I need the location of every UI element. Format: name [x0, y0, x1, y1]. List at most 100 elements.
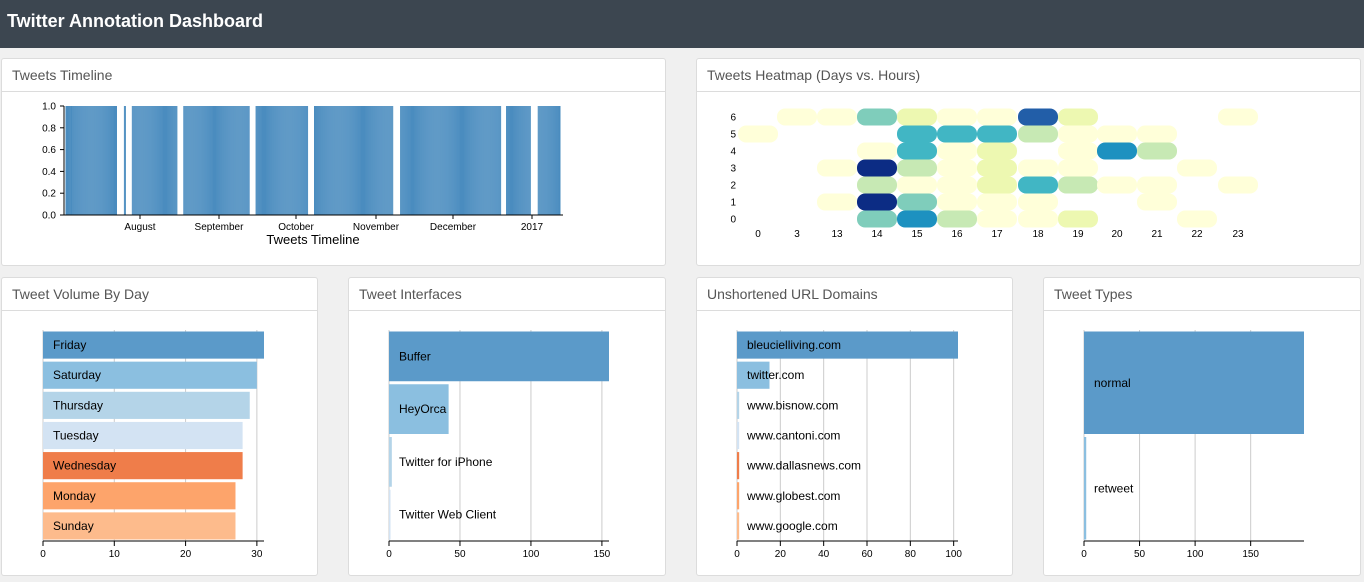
heatmap-cell: [977, 210, 1017, 228]
heatmap-x-label: 13: [831, 229, 843, 240]
domains-bar: [737, 482, 740, 510]
heatmap-cell: [937, 159, 977, 177]
heatmap-cell: [738, 125, 778, 143]
types-x-tick-label: 0: [1081, 549, 1087, 560]
types-x-tick-label: 50: [1134, 549, 1146, 560]
heatmap-y-label: 2: [730, 181, 736, 192]
interfaces-bar-label: HeyOrca: [399, 402, 447, 416]
heatmap-x-label: 14: [871, 229, 883, 240]
volume-x-tick-label: 30: [251, 549, 263, 560]
heatmap-cell: [1097, 176, 1137, 194]
interfaces-panel-title: Tweet Interfaces: [349, 278, 665, 311]
heatmap-cell: [977, 176, 1017, 194]
heatmap-cell: [1097, 125, 1137, 143]
heatmap-cell: [897, 142, 937, 160]
heatmap-x-label: 23: [1232, 229, 1244, 240]
timeline-y-tick-label: 0.6: [42, 145, 56, 156]
heatmap-cell: [1058, 125, 1098, 143]
types-chart: normal retweet 0 50 100 150: [1081, 330, 1304, 560]
heatmap-x-label: 3: [794, 229, 800, 240]
heatmap-cell: [937, 176, 977, 194]
heatmap-cell: [817, 108, 857, 126]
volume-bar-label: Thursday: [53, 398, 103, 412]
domains-bar-label: www.google.com: [746, 519, 838, 533]
timeline-y-tick-label: 0.4: [42, 167, 56, 178]
heatmap-x-label: 19: [1072, 229, 1084, 240]
interfaces-bar-label: Buffer: [399, 349, 431, 363]
timeline-y-tick-label: 1.0: [42, 102, 56, 113]
timeline-panel: Tweets Timeline 0.0 0.2 0.4 0.6 0.8 1.0 August…: [1, 58, 666, 266]
types-x-tick-label: 100: [1187, 549, 1204, 560]
heatmap-cell: [777, 108, 817, 126]
heatmap-y-label: 1: [730, 198, 736, 209]
heatmap-y-label: 5: [730, 130, 736, 141]
heatmap-cell: [1177, 159, 1217, 177]
volume-bar: [43, 331, 264, 359]
heatmap-x-label: 0: [755, 229, 761, 240]
heatmap-x-label: 20: [1111, 229, 1123, 240]
volume-bar-label: Sunday: [53, 519, 94, 533]
heatmap-cell: [1058, 142, 1098, 160]
interfaces-bar: [389, 331, 609, 382]
heatmap-cell: [937, 142, 977, 160]
heatmap-cell: [1018, 108, 1058, 126]
interfaces-x-tick-label: 50: [454, 549, 466, 560]
timeline-x-tick-label: October: [278, 222, 314, 233]
volume-x-tick-label: 20: [180, 549, 192, 560]
domains-panel: Unshortened URL Domains bleucielliving.c…: [696, 277, 1013, 576]
heatmap-cell: [1177, 210, 1217, 228]
domains-bar: [737, 331, 958, 359]
volume-bar: [43, 421, 243, 450]
domains-x-tick-label: 40: [818, 549, 830, 560]
volume-chart: Friday Saturday Thursday Tuesday Wednesday Mo…: [40, 330, 264, 560]
heatmap-cell: [937, 193, 977, 211]
timeline-x-tick-label: 2017: [521, 222, 544, 233]
domains-bar: [737, 361, 770, 389]
heatmap-cell: [817, 193, 857, 211]
domains-bar-label: www.dallasnews.com: [746, 459, 861, 473]
heatmap-cell: [1018, 176, 1058, 194]
volume-bar-label: Monday: [53, 489, 96, 503]
interfaces-bar: [389, 489, 391, 540]
domains-chart: bleucielliving.com twitter.com www.bisnow.…: [734, 330, 962, 560]
domains-bar-label: www.bisnow.com: [746, 398, 838, 412]
volume-bar: [43, 482, 236, 510]
timeline-y-tick-label: 0.0: [42, 211, 56, 222]
interfaces-chart: Buffer HeyOrca Twitter for iPhone Twitter W…: [386, 330, 611, 560]
heatmap-cell: [897, 125, 937, 143]
heatmap-cell: [1058, 210, 1098, 228]
heatmap-cell: [977, 142, 1017, 160]
volume-x-tick-label: 10: [109, 549, 121, 560]
volume-bar-label: Friday: [53, 338, 86, 352]
interfaces-bar-label: Twitter Web Client: [399, 508, 497, 522]
domains-panel-title: Unshortened URL Domains: [697, 278, 1012, 311]
heatmap-x-label: 17: [991, 229, 1003, 240]
types-bar: [1084, 331, 1304, 434]
timeline-x-tick-label: September: [195, 222, 245, 233]
heatmap-cell: [857, 210, 897, 228]
domains-bar: [737, 421, 740, 450]
types-panel: Tweet Types normal retweet 0 50 100 150: [1043, 277, 1361, 576]
heatmap-cell: [1018, 159, 1058, 177]
domains-bar-label: www.cantoni.com: [746, 429, 840, 443]
types-panel-title: Tweet Types: [1044, 278, 1360, 311]
interfaces-x-tick-label: 150: [594, 549, 611, 560]
heatmap-cell: [1137, 125, 1177, 143]
heatmap-cell: [1218, 108, 1258, 126]
heatmap-cell: [1137, 176, 1177, 194]
heatmap-cell: [937, 210, 977, 228]
timeline-x-tick-label: August: [124, 222, 155, 233]
heatmap-cell: [897, 159, 937, 177]
heatmap-cell: [1058, 159, 1098, 177]
types-bar-label: normal: [1094, 376, 1131, 390]
types-x-tick-label: 150: [1242, 549, 1259, 560]
types-bar: [1084, 437, 1087, 540]
heatmap-cell: [1137, 193, 1177, 211]
timeline-panel-title: Tweets Timeline: [2, 59, 665, 92]
timeline-chart: 0.0 0.2 0.4 0.6 0.8 1.0 August September October…: [42, 102, 563, 247]
timeline-x-axis-label: Tweets Timeline: [266, 232, 359, 247]
heatmap-y-label: 6: [730, 113, 736, 124]
heatmap-cell: [857, 159, 897, 177]
heatmap-cell: [1018, 193, 1058, 211]
